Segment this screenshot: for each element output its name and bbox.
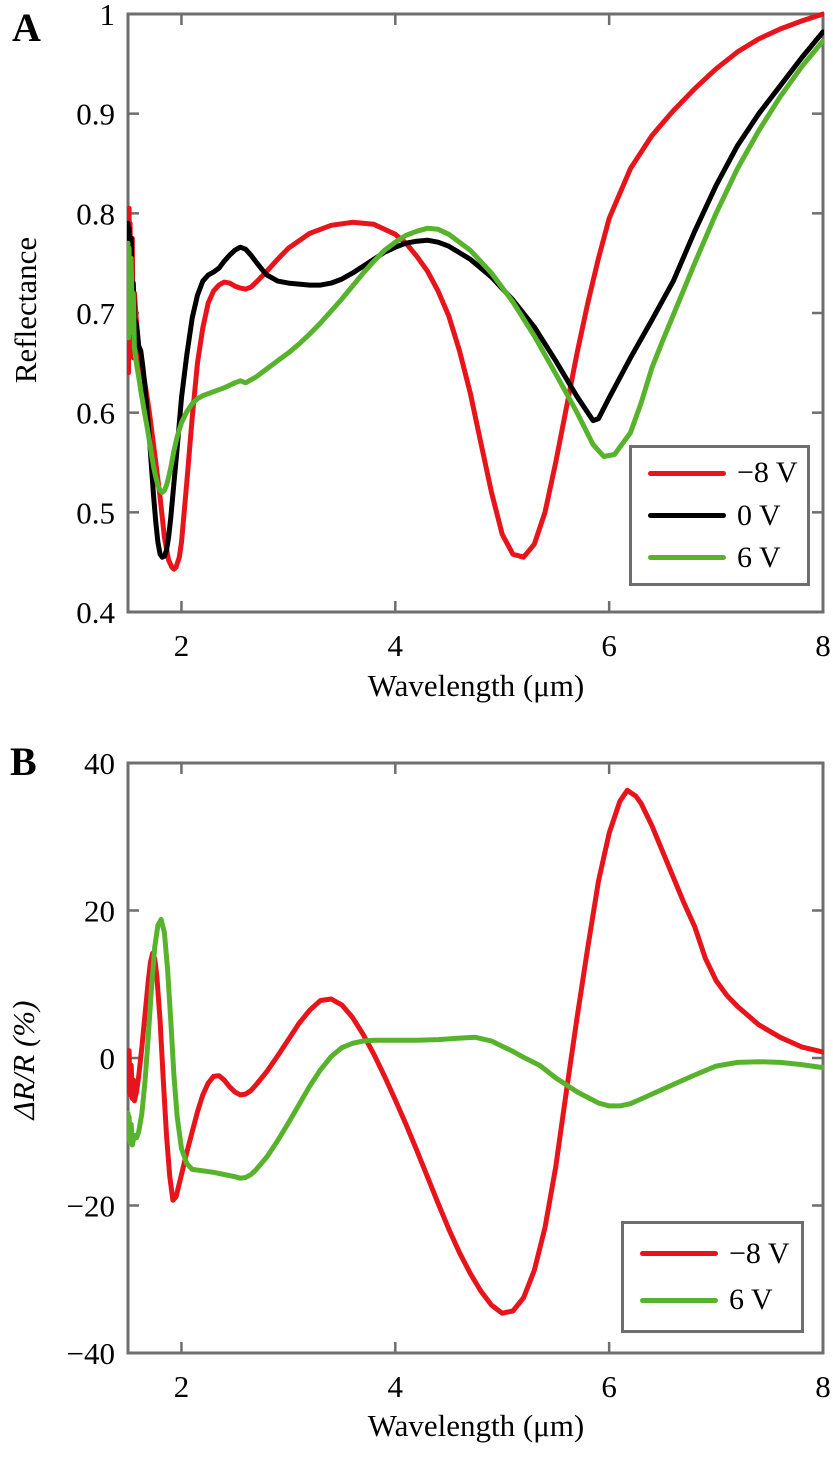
legend-line-swatch [648,470,726,476]
panel-b-y-axis-label: ΔR/R (%) [6,1000,41,1120]
x-tick-label: 6 [601,1369,617,1404]
legend-label: −8 V [737,456,798,490]
series-line-6 V [127,916,824,1181]
y-tick-label: 0.7 [76,296,115,331]
x-tick-label: 8 [815,1369,831,1404]
series-line-6 V [127,38,824,495]
y-tick-label: 20 [84,894,115,929]
legend-label: −8 V [729,1236,790,1270]
legend-line-swatch [640,1251,718,1257]
legend-line-swatch [648,555,726,561]
y-tick-label: 40 [84,746,115,781]
y-tick-label: 0.6 [76,396,115,431]
legend-label: 6 V [729,1283,773,1317]
legend-line-swatch [648,513,726,518]
legend-entry: 6 V [632,541,807,575]
legend-line-swatch [640,1297,718,1303]
y-tick-label: 0.4 [76,595,115,630]
panel-b-x-axis-label: Wavelength (μm) [367,1408,585,1443]
x-tick-label: 2 [174,628,190,663]
panel-a-legend: −8 V 0 V 6 V [629,445,810,586]
legend-entry: 0 V [632,499,807,533]
y-tick-label: −40 [67,1336,115,1371]
x-tick-label: 4 [388,628,404,663]
legend-label: 0 V [737,498,781,532]
y-tick-label: 0.8 [76,196,115,231]
panel-a-x-axis-label: Wavelength (μm) [367,668,585,703]
panel-a-plot: 2 4 6 8 0.4 0.5 0.6 0.7 0.8 0.9 1 [76,0,831,663]
x-tick-label: 8 [815,628,831,663]
x-tick-label: 4 [388,1369,404,1404]
legend-entry: 6 V [624,1283,801,1317]
panel-a-letter: A [12,5,41,50]
panel-a-y-axis-label: Reflectance [8,236,43,384]
y-tick-label: 0.9 [76,97,115,132]
legend-entry: −8 V [632,456,807,490]
legend-label: 6 V [737,540,781,574]
panel-b-letter: B [10,739,37,784]
x-tick-label: 6 [601,628,617,663]
y-tick-label: 1 [100,0,116,32]
y-tick-label: −20 [67,1189,115,1224]
panel-b-legend: −8 V 6 V [621,1221,804,1333]
panel-b-plot: 2 4 6 8 −40 −20 0 20 40 [67,746,831,1404]
legend-entry: −8 V [624,1237,801,1271]
y-tick-label: 0.5 [76,495,115,530]
x-tick-label: 2 [174,1369,190,1404]
y-tick-label: 0 [100,1041,116,1076]
